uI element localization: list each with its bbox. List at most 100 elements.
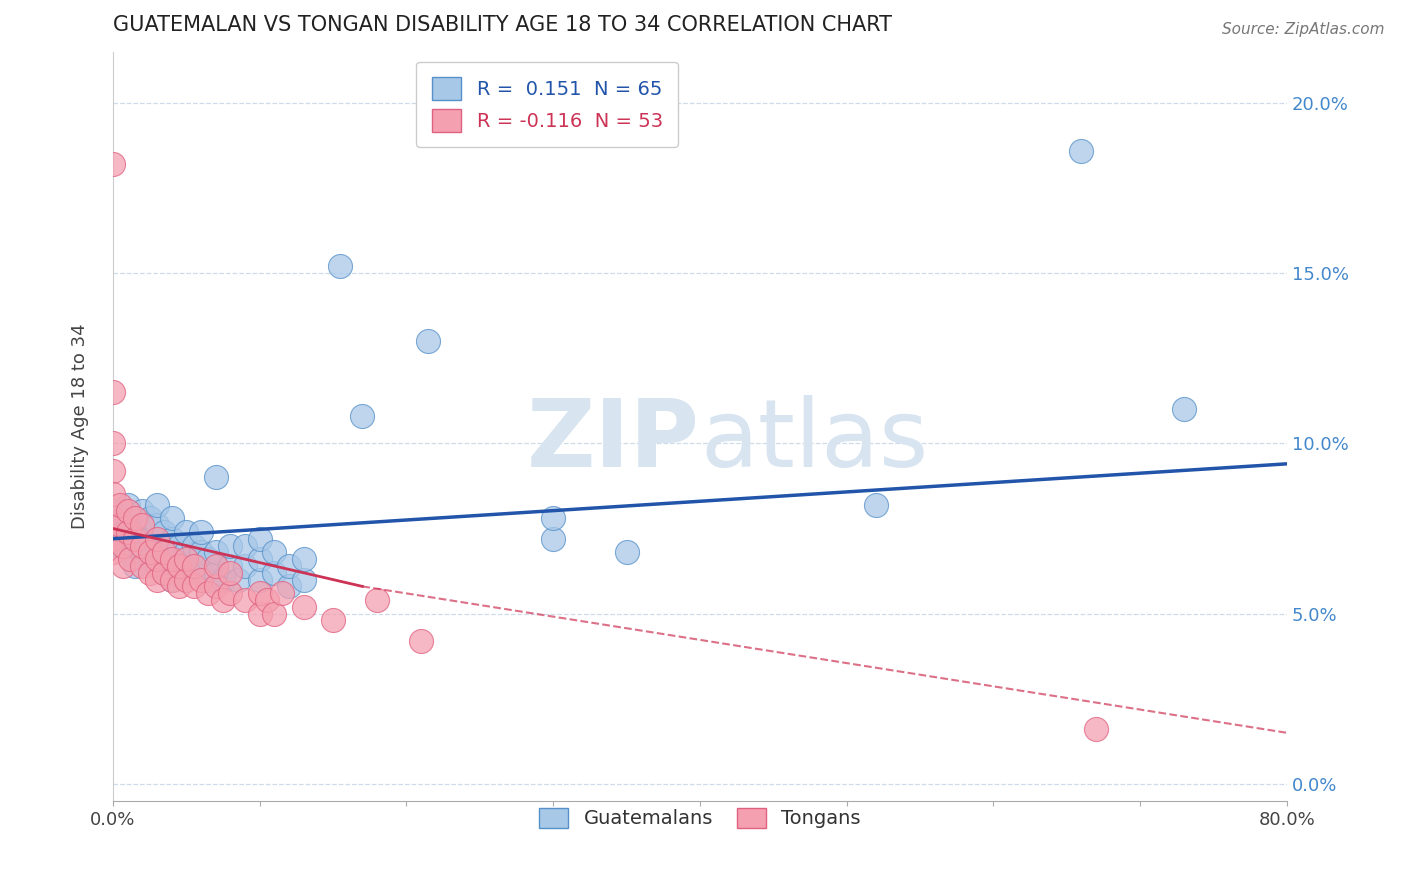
Point xyxy=(153,545,176,559)
Point xyxy=(101,157,124,171)
Y-axis label: Disability Age 18 to 34: Disability Age 18 to 34 xyxy=(72,324,89,529)
Point xyxy=(131,545,153,559)
Point xyxy=(204,558,226,573)
Point xyxy=(167,539,190,553)
Point xyxy=(117,518,139,533)
Point xyxy=(138,552,160,566)
Point xyxy=(146,552,169,566)
Point xyxy=(541,532,564,546)
Point xyxy=(190,524,212,539)
Point xyxy=(117,504,139,518)
Point xyxy=(117,498,139,512)
Point xyxy=(616,545,638,559)
Point xyxy=(366,593,388,607)
Point xyxy=(278,558,301,573)
Point xyxy=(131,524,153,539)
Point xyxy=(1070,144,1092,158)
Point xyxy=(233,539,256,553)
Point xyxy=(146,532,169,546)
Point xyxy=(212,593,235,607)
Point xyxy=(174,545,197,559)
Point xyxy=(197,586,219,600)
Point xyxy=(138,532,160,546)
Point xyxy=(249,586,271,600)
Point xyxy=(124,558,146,573)
Point xyxy=(146,539,169,553)
Point xyxy=(212,573,235,587)
Point xyxy=(101,545,124,559)
Point xyxy=(409,633,432,648)
Point xyxy=(219,539,242,553)
Point xyxy=(153,566,176,580)
Point xyxy=(160,573,183,587)
Point xyxy=(352,409,374,424)
Point xyxy=(292,552,315,566)
Point xyxy=(101,511,124,525)
Point xyxy=(226,573,249,587)
Point xyxy=(219,558,242,573)
Point xyxy=(153,566,176,580)
Point xyxy=(160,552,183,566)
Point xyxy=(219,566,242,580)
Point xyxy=(146,498,169,512)
Point xyxy=(204,579,226,593)
Point xyxy=(112,558,135,573)
Point xyxy=(292,599,315,614)
Point xyxy=(117,545,139,559)
Point xyxy=(270,586,292,600)
Point xyxy=(101,504,124,518)
Point xyxy=(138,545,160,559)
Point xyxy=(138,511,160,525)
Point xyxy=(233,558,256,573)
Point xyxy=(204,566,226,580)
Point xyxy=(541,511,564,525)
Point xyxy=(174,524,197,539)
Point xyxy=(249,532,271,546)
Point xyxy=(322,614,344,628)
Point xyxy=(263,545,285,559)
Point xyxy=(117,524,139,539)
Point xyxy=(204,545,226,559)
Point xyxy=(190,545,212,559)
Point xyxy=(249,607,271,621)
Point xyxy=(263,607,285,621)
Point xyxy=(120,552,142,566)
Point xyxy=(167,558,190,573)
Point xyxy=(112,539,135,553)
Point xyxy=(138,566,160,580)
Point xyxy=(146,573,169,587)
Point xyxy=(167,558,190,573)
Point xyxy=(160,573,183,587)
Point xyxy=(190,566,212,580)
Point xyxy=(153,524,176,539)
Point xyxy=(108,498,131,512)
Point xyxy=(101,522,124,536)
Point xyxy=(219,586,242,600)
Point xyxy=(418,334,440,349)
Point xyxy=(120,532,142,546)
Point xyxy=(190,573,212,587)
Point xyxy=(101,464,124,478)
Point xyxy=(183,558,205,573)
Text: ZIP: ZIP xyxy=(527,395,700,487)
Point xyxy=(249,573,271,587)
Point xyxy=(101,436,124,450)
Point xyxy=(197,552,219,566)
Point xyxy=(131,504,153,518)
Point xyxy=(108,539,131,553)
Point xyxy=(249,552,271,566)
Point xyxy=(131,539,153,553)
Point xyxy=(197,573,219,587)
Point xyxy=(329,260,352,274)
Point xyxy=(160,511,183,525)
Point xyxy=(256,593,278,607)
Point xyxy=(146,518,169,533)
Point xyxy=(101,487,124,501)
Point xyxy=(131,518,153,533)
Point xyxy=(124,511,146,525)
Point xyxy=(204,470,226,484)
Point xyxy=(278,579,301,593)
Point xyxy=(124,532,146,546)
Point xyxy=(101,385,124,400)
Point xyxy=(174,573,197,587)
